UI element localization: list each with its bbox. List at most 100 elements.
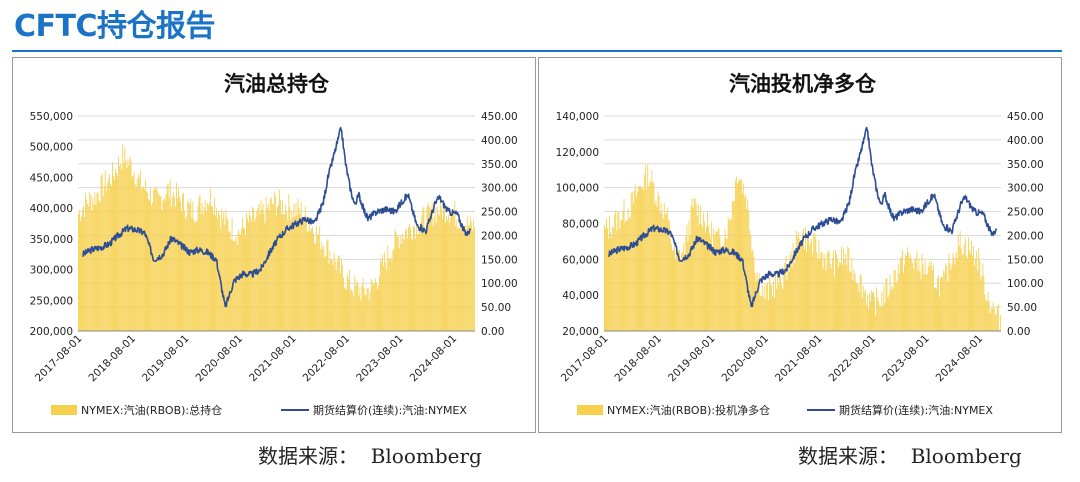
bar [456, 219, 458, 331]
y-right-tick-label: 200.00 [1007, 230, 1044, 242]
bar [613, 228, 615, 331]
bar [447, 220, 449, 331]
bar [947, 281, 949, 331]
bar [785, 256, 787, 331]
y-right-tick-label: 350.00 [1007, 159, 1044, 171]
bar [191, 217, 193, 331]
bar [334, 261, 336, 331]
y-left-tick-label: 20,000 [562, 326, 599, 338]
bar [246, 213, 247, 331]
bar [686, 224, 688, 331]
bar [439, 196, 441, 331]
x-tick-label: 2021-08-01 [773, 333, 825, 385]
bar [294, 216, 296, 331]
bar [915, 257, 917, 331]
bar [665, 213, 667, 331]
bar [694, 198, 696, 331]
bar [992, 302, 994, 331]
bar [471, 230, 473, 331]
bar [388, 258, 390, 331]
bar [752, 249, 754, 331]
bar [775, 274, 777, 331]
bar [304, 206, 306, 331]
bar [164, 200, 166, 331]
bar [116, 172, 117, 331]
bar [79, 210, 80, 331]
y-right-tick-label: 300.00 [481, 183, 518, 195]
bar [940, 277, 942, 331]
bar [950, 269, 952, 331]
bar [987, 291, 989, 331]
bar [812, 253, 814, 331]
bar [295, 202, 297, 331]
bar [658, 195, 660, 331]
bar [453, 211, 455, 331]
bar [931, 269, 933, 331]
bar [337, 255, 339, 331]
bar [816, 252, 818, 331]
bar [403, 239, 405, 331]
bar [777, 271, 779, 331]
legend-label-line: 期货结算价(连续):汽油:NYMEX [839, 403, 993, 417]
bar [712, 247, 714, 331]
bar [830, 268, 832, 331]
y-right-tick-label: 150.00 [1007, 254, 1044, 266]
y-right-tick-label: 300.00 [1007, 183, 1044, 195]
bar [379, 276, 380, 331]
bar [850, 272, 852, 331]
bar [389, 258, 391, 331]
bar [870, 300, 871, 331]
bar [111, 185, 112, 331]
bar [333, 252, 335, 331]
bar [430, 211, 432, 331]
bar [297, 198, 299, 331]
bar [106, 183, 108, 331]
bar [336, 260, 338, 331]
bar [357, 283, 359, 331]
bar [913, 268, 915, 331]
bar [330, 260, 332, 331]
bar [102, 196, 104, 331]
bar [682, 251, 684, 331]
bar [809, 245, 811, 331]
bar [311, 228, 312, 331]
bar [268, 210, 270, 331]
y-right-tick-label: 50.00 [481, 302, 511, 314]
bar [758, 273, 760, 331]
bar [878, 300, 880, 331]
bar [104, 170, 106, 331]
bar [237, 229, 239, 331]
bar [945, 263, 947, 331]
bar [300, 202, 302, 331]
bar [727, 217, 729, 331]
bar [459, 228, 461, 331]
bar [776, 288, 778, 331]
bar [97, 193, 99, 331]
bar [148, 198, 149, 331]
bar [663, 202, 665, 331]
bar [980, 279, 982, 331]
bar [647, 164, 649, 331]
bar [768, 277, 770, 331]
bar [136, 179, 138, 331]
bar [837, 259, 838, 331]
bar [119, 165, 121, 331]
bar [234, 239, 236, 331]
bar [813, 234, 815, 331]
bar [760, 295, 762, 331]
bar [117, 175, 119, 331]
bar [328, 263, 330, 331]
bar [259, 213, 261, 331]
bar [951, 264, 953, 331]
bar [354, 276, 356, 331]
bar [397, 236, 399, 331]
bar [407, 226, 409, 331]
bar [979, 259, 981, 331]
bar [655, 200, 657, 331]
y-left-tick-label: 40,000 [562, 290, 599, 302]
bar [361, 284, 363, 331]
bar [961, 254, 963, 331]
bar [917, 270, 919, 331]
bar [685, 236, 687, 331]
bar [780, 277, 782, 331]
